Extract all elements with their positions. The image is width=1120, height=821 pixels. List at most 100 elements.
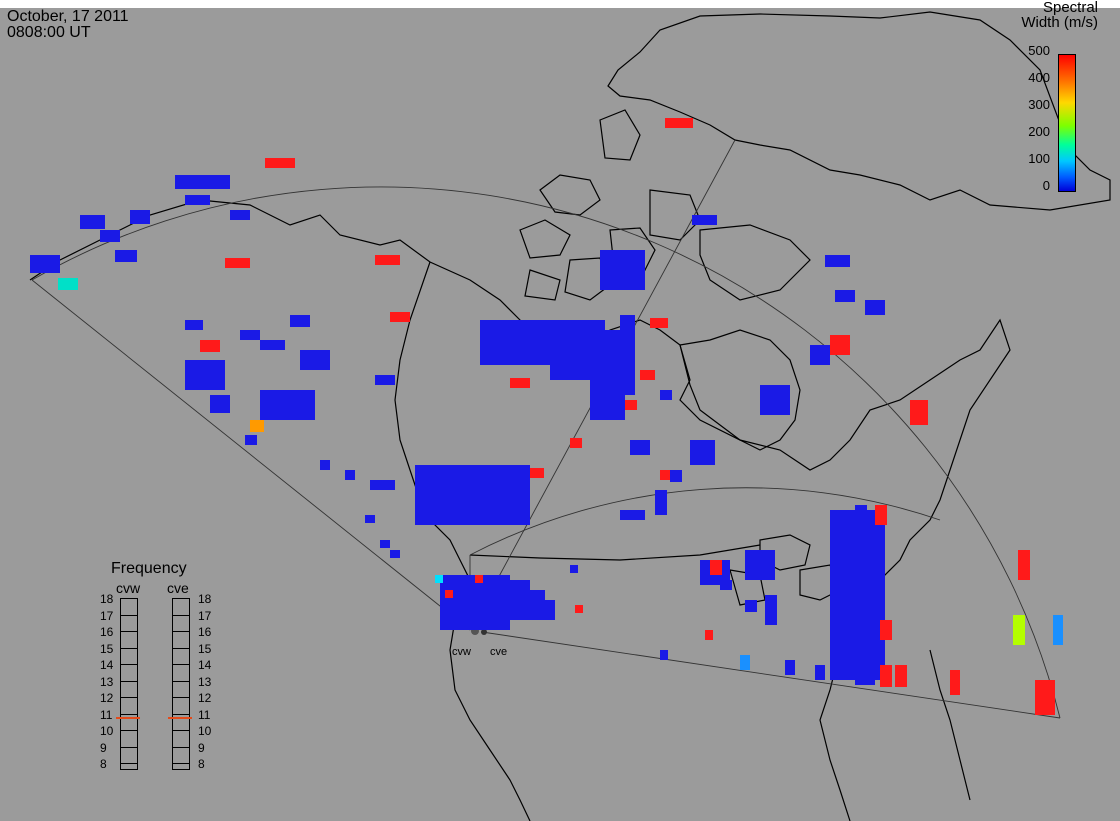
echo-cell	[950, 670, 960, 695]
echo-cell	[440, 575, 510, 630]
frequency-cell	[121, 763, 137, 764]
frequency-cell	[121, 614, 137, 616]
frequency-cell	[173, 746, 189, 748]
echo-cell	[710, 560, 722, 575]
colorbar-gradient	[1058, 54, 1076, 192]
frequency-cell	[121, 647, 137, 649]
echo-cell	[1013, 615, 1025, 645]
echo-cell	[375, 255, 400, 265]
frequency-label-right: 18	[198, 592, 212, 606]
echo-cell	[185, 360, 225, 390]
echo-cell	[435, 575, 443, 583]
frequency-label-right: 8	[198, 757, 205, 771]
echo-cell	[655, 490, 667, 515]
colorbar-tick: 100	[1028, 151, 1050, 166]
frequency-scale-cvw	[120, 598, 138, 770]
echo-cell	[880, 620, 892, 640]
echo-cell	[415, 465, 530, 525]
echo-cell	[240, 330, 260, 340]
colorbar-title-line2: Width (m/s)	[1021, 14, 1098, 31]
echo-cell	[200, 340, 220, 352]
frequency-label-left: 11	[100, 707, 113, 722]
echo-cell	[745, 550, 775, 580]
frequency-label-left: 18	[100, 592, 114, 606]
frequency-label-right: 16	[198, 625, 212, 639]
echo-cell	[375, 375, 395, 385]
echo-cell	[665, 118, 693, 128]
echo-cell	[570, 565, 578, 573]
echo-cell	[480, 320, 550, 365]
frequency-marker-cve	[168, 716, 192, 719]
frequency-cell	[173, 614, 189, 616]
time-label: 0808:00 UT	[7, 24, 91, 41]
frequency-title: Frequency	[111, 560, 187, 577]
frequency-label-right: 9	[198, 740, 205, 755]
date-label: October, 17 2011	[7, 8, 129, 25]
echo-cell	[630, 440, 650, 455]
echo-cell	[760, 385, 790, 415]
cve-site-marker	[481, 629, 487, 635]
radar-fov-outline	[31, 139, 1061, 719]
echo-cell	[100, 230, 120, 242]
frequency-label-left: 17	[100, 608, 114, 623]
echo-cell	[260, 340, 285, 350]
echo-cell	[830, 510, 885, 680]
echo-cell	[825, 255, 850, 267]
echo-cell	[910, 400, 928, 425]
frequency-label-left: 12	[100, 691, 114, 705]
echo-cell	[185, 195, 210, 205]
echo-cell	[740, 655, 750, 670]
frequency-label-right: 15	[198, 641, 212, 656]
echo-cell	[500, 580, 530, 620]
echo-cell	[370, 480, 395, 490]
echo-cell	[1045, 680, 1055, 715]
frequency-cell	[121, 713, 137, 715]
echo-cell	[835, 290, 855, 302]
echo-cell	[785, 660, 795, 675]
echo-cell	[58, 278, 78, 290]
echo-cell	[545, 600, 555, 620]
frequency-label-left: 16	[100, 625, 114, 639]
frequency-cell	[173, 713, 189, 715]
echo-cell	[590, 330, 625, 420]
echo-cell	[660, 470, 672, 480]
echo-cell	[830, 335, 850, 355]
echo-cell	[365, 515, 375, 523]
frequency-cell	[121, 631, 137, 632]
colorbar-tick: 0	[1042, 178, 1050, 193]
frequency-label-right: 17	[198, 608, 212, 623]
frequency-label-left: 13	[100, 674, 114, 689]
frequency-marker-cvw	[116, 716, 140, 719]
echo-cell	[865, 300, 885, 315]
frequency-label-left: 8	[100, 757, 107, 771]
frequency-label-left: 15	[100, 641, 114, 656]
echo-cell	[690, 440, 715, 465]
echo-cell	[320, 460, 330, 470]
echo-cell	[855, 665, 875, 685]
echo-cell	[345, 470, 355, 480]
echo-cell	[625, 400, 637, 410]
frequency-label-left: 9	[100, 740, 107, 755]
frequency-radar-cve: cve	[167, 580, 189, 596]
echo-cell	[300, 350, 330, 370]
echo-cell	[660, 390, 672, 400]
echo-cell	[720, 580, 732, 590]
colorbar-title: Spectral Width (m/s)	[1021, 0, 1098, 30]
echo-cell	[390, 550, 400, 558]
echo-cell	[880, 665, 892, 687]
cvw-site-label: cvw	[452, 646, 471, 658]
frequency-cell	[173, 664, 189, 665]
echo-cell	[600, 250, 645, 290]
echo-cell	[510, 378, 530, 388]
echo-cell	[765, 595, 777, 625]
echo-cell	[130, 210, 150, 224]
echo-cell	[620, 315, 635, 395]
frequency-cell	[121, 680, 137, 682]
echo-cell	[250, 420, 264, 432]
frequency-cell	[121, 697, 137, 698]
colorbar-tick: 400	[1028, 70, 1050, 85]
frequency-label-right: 12	[198, 691, 212, 705]
frequency-label-right: 14	[198, 658, 212, 672]
echo-cell	[692, 215, 717, 225]
